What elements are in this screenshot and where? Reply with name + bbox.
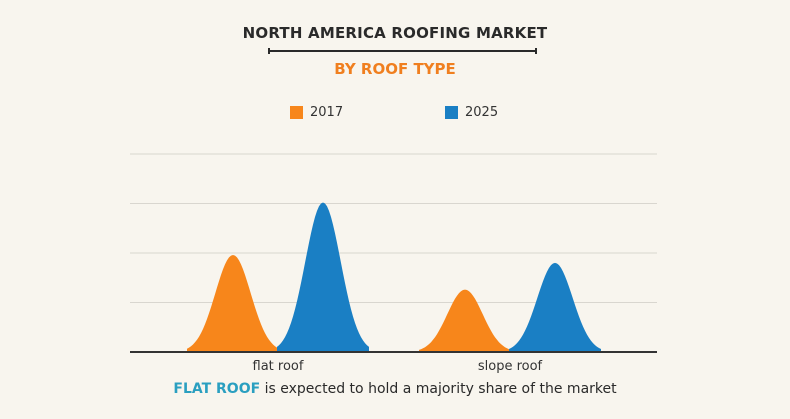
peak-slope-roof-2025 — [509, 262, 601, 352]
chart-footnote: FLAT ROOF is expected to hold a majority… — [0, 381, 790, 397]
title-divider — [268, 48, 537, 54]
footnote-text: is expected to hold a majority share of … — [260, 381, 617, 397]
legend-item-2025: 2025 — [445, 104, 498, 120]
legend-swatch-2017 — [290, 105, 303, 119]
legend-item-2017: 2017 — [290, 104, 343, 120]
chart-subtitle: BY ROOF TYPE — [334, 60, 456, 78]
legend-label-2025: 2025 — [465, 104, 499, 120]
footnote-highlight: FLAT ROOF — [173, 381, 261, 397]
legend-label-2017: 2017 — [310, 104, 344, 120]
chart-title: NORTH AMERICA ROOFING MARKET — [242, 24, 548, 42]
peak-slope-roof-2017 — [419, 289, 511, 352]
category-label-flat-roof: flat roof — [253, 359, 304, 374]
peak-flat-roof-2017 — [187, 255, 279, 352]
peak-flat-roof-2025 — [277, 202, 369, 352]
legend-swatch-2025 — [445, 105, 458, 119]
category-label-slope-roof: slope roof — [478, 359, 543, 374]
